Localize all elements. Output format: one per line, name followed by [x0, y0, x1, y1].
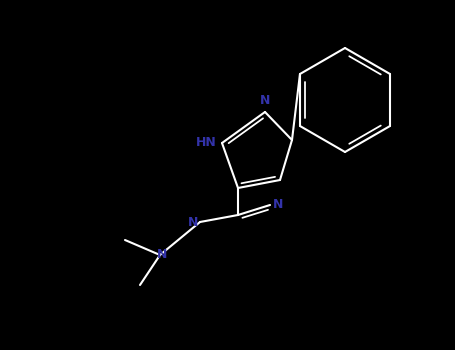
Text: N: N	[260, 94, 270, 107]
Text: N: N	[187, 216, 198, 229]
Text: N: N	[157, 248, 167, 261]
Text: N: N	[273, 198, 283, 211]
Text: HN: HN	[196, 136, 217, 149]
